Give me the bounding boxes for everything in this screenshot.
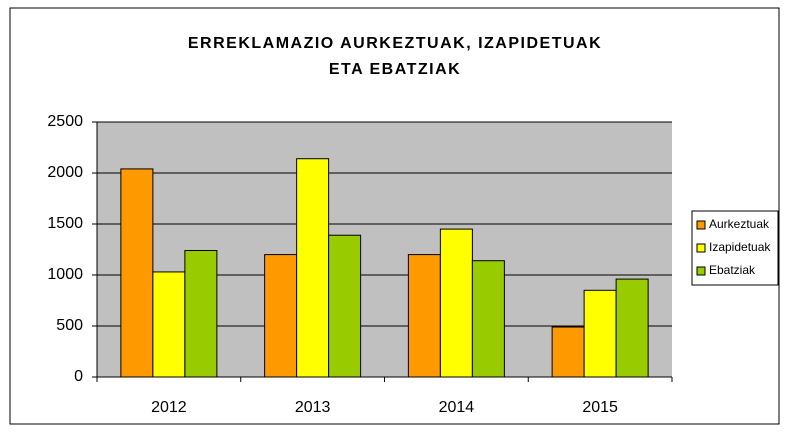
legend-swatch	[696, 266, 706, 276]
legend-swatch	[696, 243, 706, 253]
bar	[184, 250, 218, 378]
bar	[152, 271, 186, 378]
bar	[471, 260, 505, 378]
legend-label: Ebatziak	[709, 263, 756, 277]
bar	[551, 326, 585, 378]
bar	[328, 234, 362, 378]
y-tick-label: 1500	[47, 215, 83, 232]
y-tick-label: 2500	[47, 113, 83, 130]
x-tick-label: 2012	[151, 399, 187, 416]
x-tick-label: 2015	[582, 399, 618, 416]
bar	[296, 158, 330, 378]
legend-box	[691, 210, 779, 286]
chart-title: ETA EBATZIAK	[329, 61, 461, 78]
bar	[615, 278, 649, 378]
legend-swatch	[696, 220, 706, 230]
bar	[583, 289, 617, 378]
y-tick-label: 2000	[47, 164, 83, 181]
x-tick-label: 2013	[295, 399, 331, 416]
bar	[120, 168, 154, 378]
y-tick-label: 1000	[47, 266, 83, 283]
bar	[264, 254, 298, 378]
chart-title: ERREKLAMAZIO AURKEZTUAK, IZAPIDETUAK	[188, 35, 602, 52]
x-tick-label: 2014	[439, 399, 475, 416]
legend-label: Aurkeztuak	[709, 217, 770, 231]
y-tick-label: 0	[74, 368, 83, 385]
bar	[439, 228, 473, 378]
bar	[407, 254, 441, 378]
y-tick-label: 500	[56, 317, 83, 334]
legend-label: Izapidetuak	[709, 240, 771, 254]
